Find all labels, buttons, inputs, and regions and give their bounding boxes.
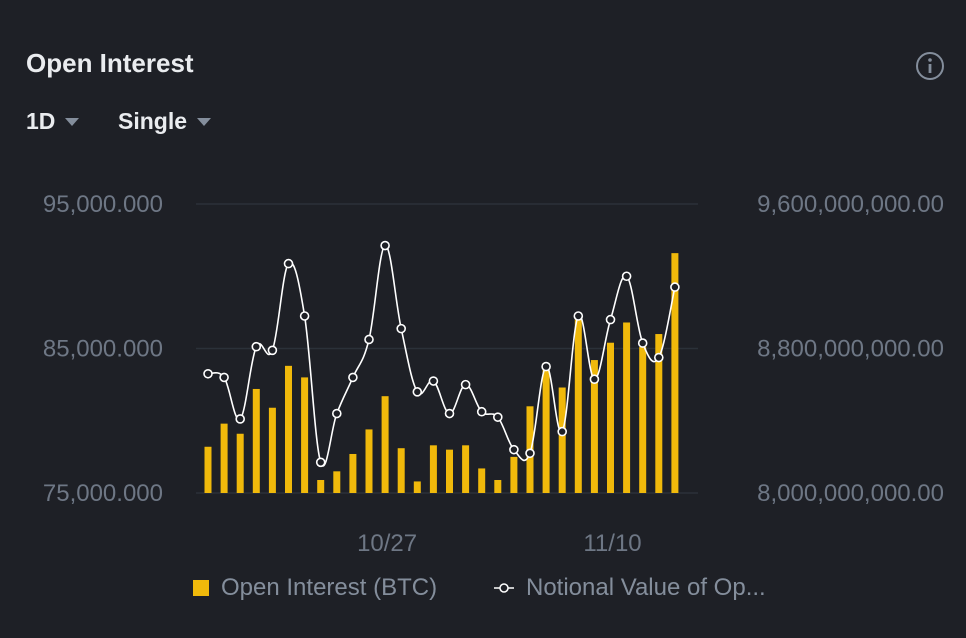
bar[interactable] [333, 471, 341, 493]
right-axis-tick-label: 8,000,000,000.00 [757, 480, 944, 507]
left-axis-tick-label: 75,000.000 [43, 480, 163, 507]
line-point[interactable] [219, 372, 229, 383]
line-point[interactable] [621, 271, 632, 282]
line-point[interactable] [380, 240, 390, 251]
legend-label-notional-value: Notional Value of Op... [526, 574, 766, 601]
line-point[interactable] [509, 444, 519, 455]
chevron-down-icon [65, 117, 80, 126]
bar[interactable] [510, 456, 518, 493]
bar[interactable] [494, 479, 502, 493]
notional-value-line [207, 244, 676, 467]
bar[interactable] [220, 423, 228, 493]
bar[interactable] [285, 365, 292, 493]
line-point[interactable] [412, 387, 423, 397]
line-point[interactable] [315, 457, 326, 468]
bar[interactable] [268, 407, 276, 493]
right-axis: 9,600,000,000.00 8,800,000,000.00 8,000,00… [757, 191, 944, 507]
line-point[interactable] [653, 352, 664, 363]
line-point[interactable] [444, 408, 455, 419]
bar[interactable] [413, 481, 421, 493]
bar[interactable] [429, 445, 437, 493]
bar-series [204, 253, 679, 493]
bar[interactable] [590, 360, 598, 493]
line-point[interactable] [251, 341, 262, 352]
left-axis: 95,000.000 85,000.000 75,000.000 [43, 191, 163, 507]
line-point[interactable] [331, 408, 342, 419]
left-axis-tick-label: 95,000.000 [43, 191, 163, 218]
bar[interactable] [446, 449, 453, 493]
line-point[interactable] [428, 376, 439, 386]
line-point[interactable] [460, 379, 471, 390]
line-point[interactable] [283, 258, 294, 269]
line-point[interactable] [541, 361, 551, 372]
line-series [203, 240, 680, 468]
bar[interactable] [671, 253, 679, 493]
line-point[interactable] [364, 334, 374, 345]
bar[interactable] [607, 342, 614, 493]
line-point[interactable] [396, 323, 407, 334]
chart-title: Open Interest [26, 48, 194, 78]
legend-item-open-interest[interactable]: Open Interest (BTC) [193, 574, 437, 602]
bar[interactable] [317, 479, 325, 493]
line-point[interactable] [235, 414, 245, 424]
line-point[interactable] [589, 374, 600, 385]
bar[interactable] [397, 448, 405, 493]
bar[interactable] [381, 396, 389, 493]
line-point[interactable] [605, 314, 616, 325]
bar[interactable] [462, 445, 470, 493]
bar[interactable] [574, 319, 582, 493]
bar[interactable] [655, 334, 663, 493]
period-dropdown[interactable]: 1D [26, 108, 80, 135]
bar[interactable] [204, 446, 212, 493]
period-label: 1D [26, 108, 56, 134]
bar[interactable] [478, 468, 486, 493]
line-point[interactable] [670, 282, 680, 292]
line-point[interactable] [476, 406, 487, 417]
line-point[interactable] [348, 372, 358, 383]
line-point[interactable] [267, 345, 278, 356]
chevron-down-icon [197, 117, 212, 126]
bar[interactable] [349, 453, 357, 493]
x-axis-tick-label: 11/10 [583, 530, 641, 557]
x-axis-tick-label: 10/27 [357, 530, 417, 557]
legend-item-notional-value[interactable]: Notional Value of Op... [494, 574, 766, 602]
line-point[interactable] [525, 448, 535, 459]
left-axis-tick-label: 85,000.000 [43, 336, 163, 363]
bar[interactable] [542, 362, 550, 493]
bar[interactable] [252, 388, 260, 493]
legend-label-open-interest: Open Interest (BTC) [221, 574, 438, 601]
right-axis-tick-label: 9,600,000,000.00 [757, 191, 944, 218]
x-axis: 10/27 11/10 [357, 530, 642, 557]
legend-line-swatch [494, 583, 514, 593]
bar[interactable] [236, 433, 244, 493]
line-point[interactable] [637, 338, 648, 348]
line-point[interactable] [557, 426, 568, 437]
bar[interactable] [301, 377, 309, 493]
line-point[interactable] [492, 412, 503, 422]
mode-dropdown[interactable]: Single [118, 108, 212, 135]
bar[interactable] [639, 347, 647, 493]
right-axis-tick-label: 8,800,000,000.00 [757, 336, 944, 363]
info-icon[interactable] [915, 51, 945, 81]
line-point[interactable] [203, 368, 213, 379]
bar[interactable] [558, 387, 566, 493]
bar[interactable] [365, 429, 373, 493]
mode-label: Single [118, 108, 188, 134]
legend-bar-swatch [193, 580, 209, 596]
bar[interactable] [623, 322, 631, 493]
line-point[interactable] [573, 311, 584, 321]
line-point[interactable] [299, 311, 310, 321]
